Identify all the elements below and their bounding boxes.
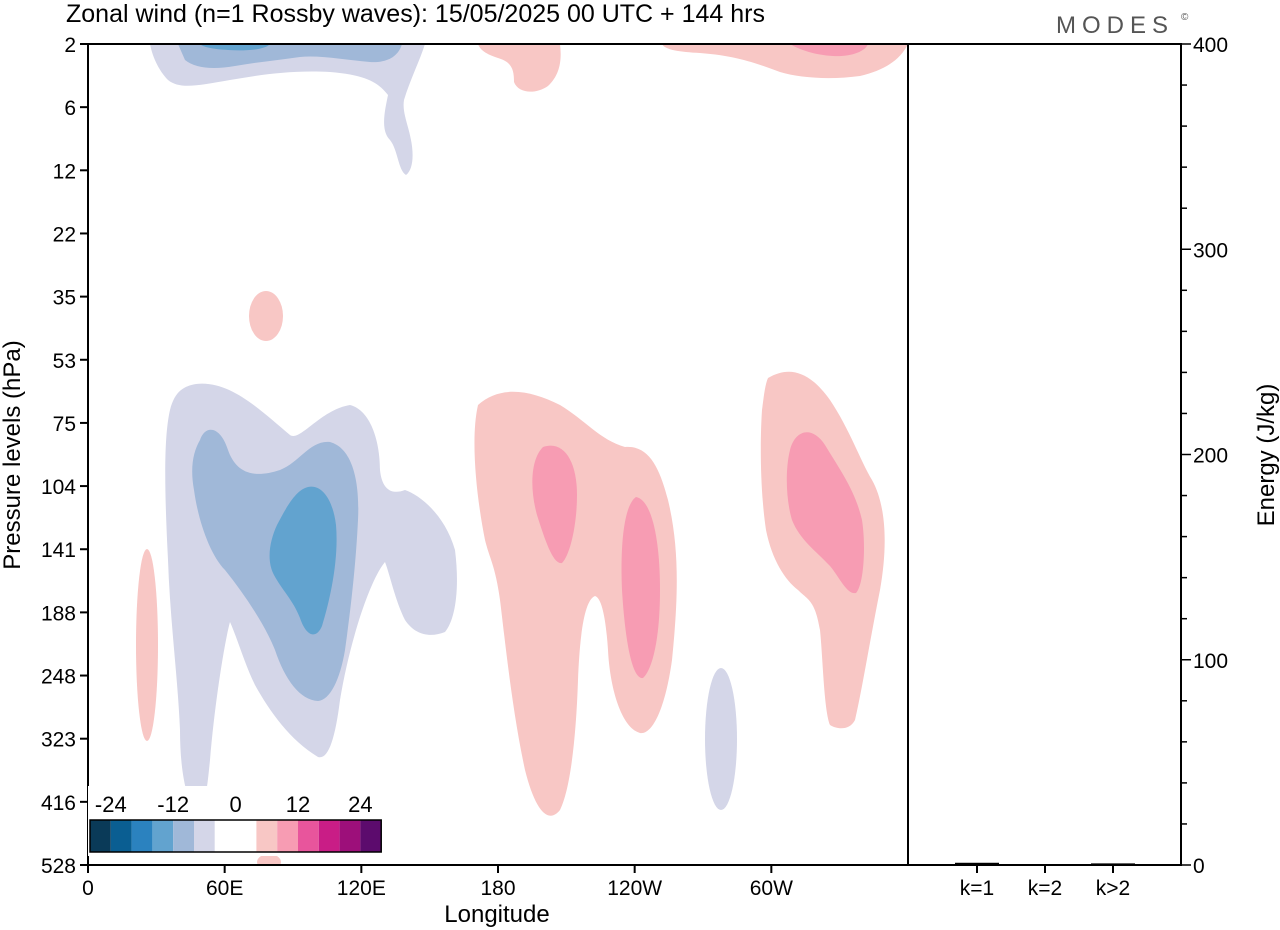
colorbar-swatch [318, 820, 340, 852]
energy-category-label: k=2 [1028, 877, 1062, 900]
colorbar-swatch [360, 820, 382, 852]
y-tick-label: 104 [41, 476, 76, 499]
energy-tick-label: 300 [1193, 239, 1228, 262]
contour-pos6-mid [474, 391, 677, 816]
energy-bar [1023, 864, 1067, 865]
contour-pos10-mid-b [621, 497, 660, 679]
brand-logo-mark: © [1181, 12, 1189, 23]
x-tick-label: 0 [82, 877, 94, 900]
colorbar-swatch [235, 820, 257, 852]
contour-pos10-mid-a [532, 445, 577, 564]
x-tick-label: 60E [206, 877, 243, 900]
colorbar: -24 -12 0 12 24 [88, 786, 384, 856]
colorbar-label: 12 [286, 792, 310, 817]
y-tick-label: 528 [41, 855, 76, 878]
energy-axis: 0 100 200 300 400 [1181, 34, 1228, 878]
x-tick-label: 60W [750, 877, 793, 900]
colorbar-label: -12 [157, 792, 189, 817]
contour-map [136, 44, 908, 865]
colorbar-swatch [339, 820, 361, 852]
y-axis: 2 6 12 22 35 53 75 104 141 188 248 323 416 528 [41, 34, 88, 878]
colorbar-label: 24 [348, 792, 372, 817]
colorbar-swatch [131, 820, 153, 852]
y-tick-label: 248 [41, 666, 76, 689]
x-tick-label: 120E [337, 877, 386, 900]
colorbar-label: 0 [229, 792, 241, 817]
colorbar-outline [89, 819, 382, 853]
y-axis-label: Pressure levels (hPa) [0, 340, 26, 569]
energy-category-label: k=1 [960, 877, 994, 900]
contour-pos6-small [249, 291, 283, 341]
colorbar-swatch [194, 820, 215, 852]
colorbar-swatch [90, 820, 111, 852]
y-tick-label: 141 [41, 539, 76, 562]
y-tick-label: 35 [53, 287, 76, 310]
colorbar-swatch [214, 820, 236, 852]
y-tick-label: 6 [64, 97, 76, 120]
y-tick-label: 416 [41, 792, 76, 815]
contour-pos6-bottom [257, 854, 281, 865]
contour-pos6-left [136, 549, 158, 741]
y-tick-label: 323 [41, 729, 76, 752]
energy-category-label: k>2 [1096, 877, 1130, 900]
colorbar-swatch [298, 820, 319, 852]
contour-pos10-east [786, 432, 864, 594]
contour-pos6-upper-a [478, 44, 561, 92]
x-axis: 0 60E 120E 180 120W 60W [82, 865, 793, 900]
x-axis-label: Longitude [444, 901, 549, 928]
energy-tick-label: 400 [1193, 34, 1228, 57]
contour-neg14-main [269, 486, 337, 635]
x-tick-label: 180 [480, 877, 515, 900]
contour-neg14-upper [200, 44, 270, 51]
brand-logo: MODES [1056, 12, 1174, 39]
contour-pos10-upper [790, 44, 868, 57]
chart-title: Zonal wind (n=1 Rossby waves): 15/05/202… [66, 0, 765, 28]
y-tick-label: 188 [41, 602, 76, 625]
y-tick-label: 2 [64, 34, 76, 57]
colorbar-swatch [173, 820, 194, 852]
y-tick-label: 22 [53, 223, 76, 246]
energy-bar [1091, 863, 1135, 865]
colorbar-label: -24 [95, 792, 127, 817]
energy-axis-label: Energy (J/kg) [1253, 384, 1280, 527]
contour-neg6-upper [150, 44, 425, 175]
contour-pos6-upper-b [662, 44, 908, 79]
energy-tick-label: 200 [1193, 445, 1228, 468]
y-tick-label: 75 [53, 413, 76, 436]
colorbar-swatch [152, 820, 174, 852]
energy-tick-label: 100 [1193, 650, 1228, 673]
energy-bars [955, 862, 1135, 865]
contour-neg6-east [705, 668, 737, 810]
energy-bar [955, 862, 999, 865]
y-tick-label: 12 [53, 160, 76, 183]
energy-categories: k=1 k=2 k>2 [960, 865, 1130, 900]
colorbar-swatch [110, 820, 132, 852]
colorbar-swatch [256, 820, 278, 852]
colorbar-swatch [277, 820, 298, 852]
x-tick-label: 120W [607, 877, 662, 900]
energy-tick-label: 0 [1193, 855, 1205, 878]
y-tick-label: 53 [53, 350, 76, 373]
